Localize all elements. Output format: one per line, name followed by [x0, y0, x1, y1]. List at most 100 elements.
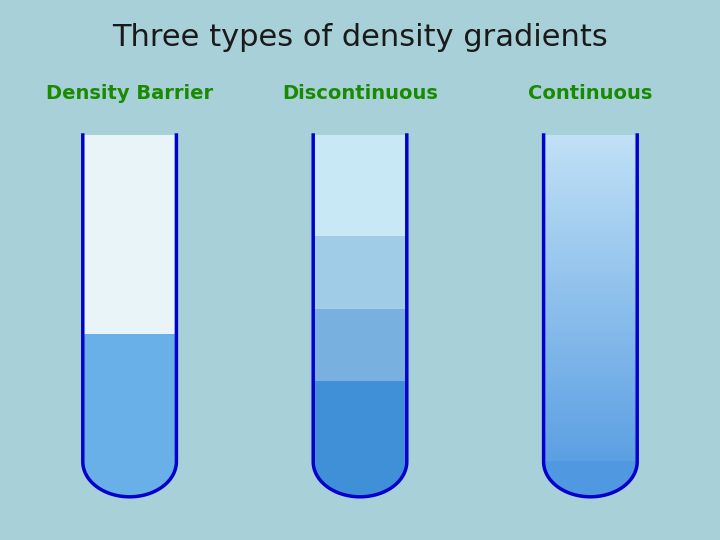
FancyBboxPatch shape — [544, 187, 637, 190]
FancyBboxPatch shape — [544, 153, 637, 155]
FancyBboxPatch shape — [544, 424, 637, 426]
FancyBboxPatch shape — [544, 144, 637, 146]
FancyBboxPatch shape — [544, 269, 637, 271]
FancyBboxPatch shape — [544, 318, 637, 320]
FancyBboxPatch shape — [544, 170, 637, 171]
FancyBboxPatch shape — [544, 421, 637, 423]
FancyBboxPatch shape — [544, 363, 637, 364]
FancyBboxPatch shape — [544, 162, 637, 164]
FancyBboxPatch shape — [544, 178, 637, 180]
FancyBboxPatch shape — [313, 135, 407, 237]
FancyBboxPatch shape — [544, 410, 637, 412]
FancyBboxPatch shape — [544, 443, 637, 444]
FancyBboxPatch shape — [544, 267, 637, 269]
FancyBboxPatch shape — [544, 310, 637, 312]
FancyBboxPatch shape — [544, 328, 637, 330]
FancyBboxPatch shape — [544, 336, 637, 338]
FancyBboxPatch shape — [544, 359, 637, 361]
FancyBboxPatch shape — [544, 175, 637, 177]
FancyBboxPatch shape — [544, 218, 637, 220]
FancyBboxPatch shape — [544, 368, 637, 370]
FancyBboxPatch shape — [544, 340, 637, 341]
FancyBboxPatch shape — [83, 334, 176, 462]
FancyBboxPatch shape — [544, 348, 637, 350]
FancyBboxPatch shape — [544, 273, 637, 274]
FancyBboxPatch shape — [544, 147, 637, 150]
Polygon shape — [544, 462, 637, 497]
FancyBboxPatch shape — [544, 404, 637, 407]
FancyBboxPatch shape — [544, 137, 637, 139]
FancyBboxPatch shape — [544, 289, 637, 291]
FancyBboxPatch shape — [544, 327, 637, 328]
FancyBboxPatch shape — [544, 354, 637, 356]
FancyBboxPatch shape — [544, 237, 637, 238]
FancyBboxPatch shape — [544, 352, 637, 354]
FancyBboxPatch shape — [544, 298, 637, 300]
FancyBboxPatch shape — [544, 439, 637, 441]
FancyBboxPatch shape — [544, 207, 637, 209]
FancyBboxPatch shape — [544, 384, 637, 387]
FancyBboxPatch shape — [544, 330, 637, 332]
FancyBboxPatch shape — [544, 412, 637, 414]
FancyBboxPatch shape — [544, 281, 637, 284]
Text: Discontinuous: Discontinuous — [282, 84, 438, 103]
FancyBboxPatch shape — [544, 372, 637, 374]
FancyBboxPatch shape — [544, 407, 637, 408]
FancyBboxPatch shape — [544, 312, 637, 314]
FancyBboxPatch shape — [544, 231, 637, 233]
FancyBboxPatch shape — [544, 381, 637, 383]
FancyBboxPatch shape — [544, 301, 637, 303]
FancyBboxPatch shape — [544, 399, 637, 401]
Polygon shape — [83, 462, 176, 497]
FancyBboxPatch shape — [544, 206, 637, 207]
FancyBboxPatch shape — [544, 258, 637, 260]
FancyBboxPatch shape — [544, 249, 637, 251]
FancyBboxPatch shape — [544, 217, 637, 218]
FancyBboxPatch shape — [544, 367, 637, 368]
FancyBboxPatch shape — [544, 234, 637, 237]
FancyBboxPatch shape — [544, 240, 637, 242]
FancyBboxPatch shape — [544, 383, 637, 384]
FancyBboxPatch shape — [544, 379, 637, 381]
FancyBboxPatch shape — [544, 211, 637, 213]
FancyBboxPatch shape — [544, 423, 637, 424]
FancyBboxPatch shape — [544, 182, 637, 184]
FancyBboxPatch shape — [83, 135, 176, 334]
FancyBboxPatch shape — [544, 242, 637, 244]
FancyBboxPatch shape — [544, 316, 637, 318]
FancyBboxPatch shape — [544, 271, 637, 273]
FancyBboxPatch shape — [544, 171, 637, 173]
FancyBboxPatch shape — [544, 200, 637, 202]
FancyBboxPatch shape — [544, 323, 637, 325]
FancyBboxPatch shape — [544, 284, 637, 285]
FancyBboxPatch shape — [313, 237, 407, 309]
FancyBboxPatch shape — [544, 173, 637, 175]
FancyBboxPatch shape — [544, 226, 637, 227]
FancyBboxPatch shape — [544, 265, 637, 267]
FancyBboxPatch shape — [544, 414, 637, 415]
FancyBboxPatch shape — [544, 441, 637, 443]
FancyBboxPatch shape — [544, 419, 637, 421]
FancyBboxPatch shape — [544, 428, 637, 430]
FancyBboxPatch shape — [544, 184, 637, 186]
FancyBboxPatch shape — [544, 415, 637, 417]
FancyBboxPatch shape — [544, 388, 637, 390]
Text: Continuous: Continuous — [528, 84, 652, 103]
FancyBboxPatch shape — [544, 245, 637, 247]
FancyBboxPatch shape — [544, 191, 637, 193]
FancyBboxPatch shape — [544, 321, 637, 323]
FancyBboxPatch shape — [544, 254, 637, 256]
FancyBboxPatch shape — [544, 397, 637, 399]
FancyBboxPatch shape — [544, 224, 637, 226]
FancyBboxPatch shape — [544, 401, 637, 403]
FancyBboxPatch shape — [544, 305, 637, 307]
FancyBboxPatch shape — [544, 151, 637, 153]
FancyBboxPatch shape — [544, 296, 637, 298]
FancyBboxPatch shape — [544, 392, 637, 394]
FancyBboxPatch shape — [544, 280, 637, 281]
FancyBboxPatch shape — [544, 159, 637, 160]
FancyBboxPatch shape — [544, 408, 637, 410]
FancyBboxPatch shape — [544, 338, 637, 340]
FancyBboxPatch shape — [544, 166, 637, 167]
FancyBboxPatch shape — [544, 204, 637, 206]
